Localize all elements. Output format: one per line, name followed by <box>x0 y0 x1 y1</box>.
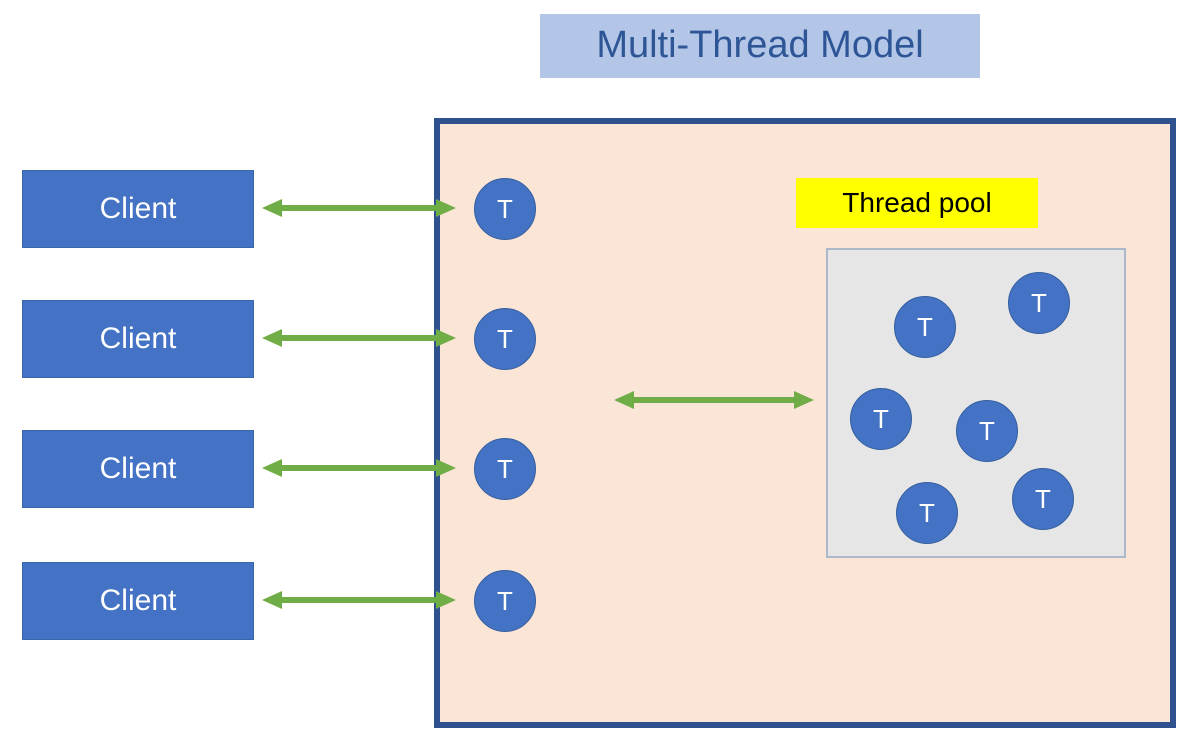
arrows-layer <box>0 0 1190 744</box>
client-server-arrow <box>262 199 456 217</box>
client-server-arrow <box>262 459 456 477</box>
client-server-arrow <box>262 591 456 609</box>
thread-pool-arrow <box>614 391 814 409</box>
client-server-arrow <box>262 329 456 347</box>
